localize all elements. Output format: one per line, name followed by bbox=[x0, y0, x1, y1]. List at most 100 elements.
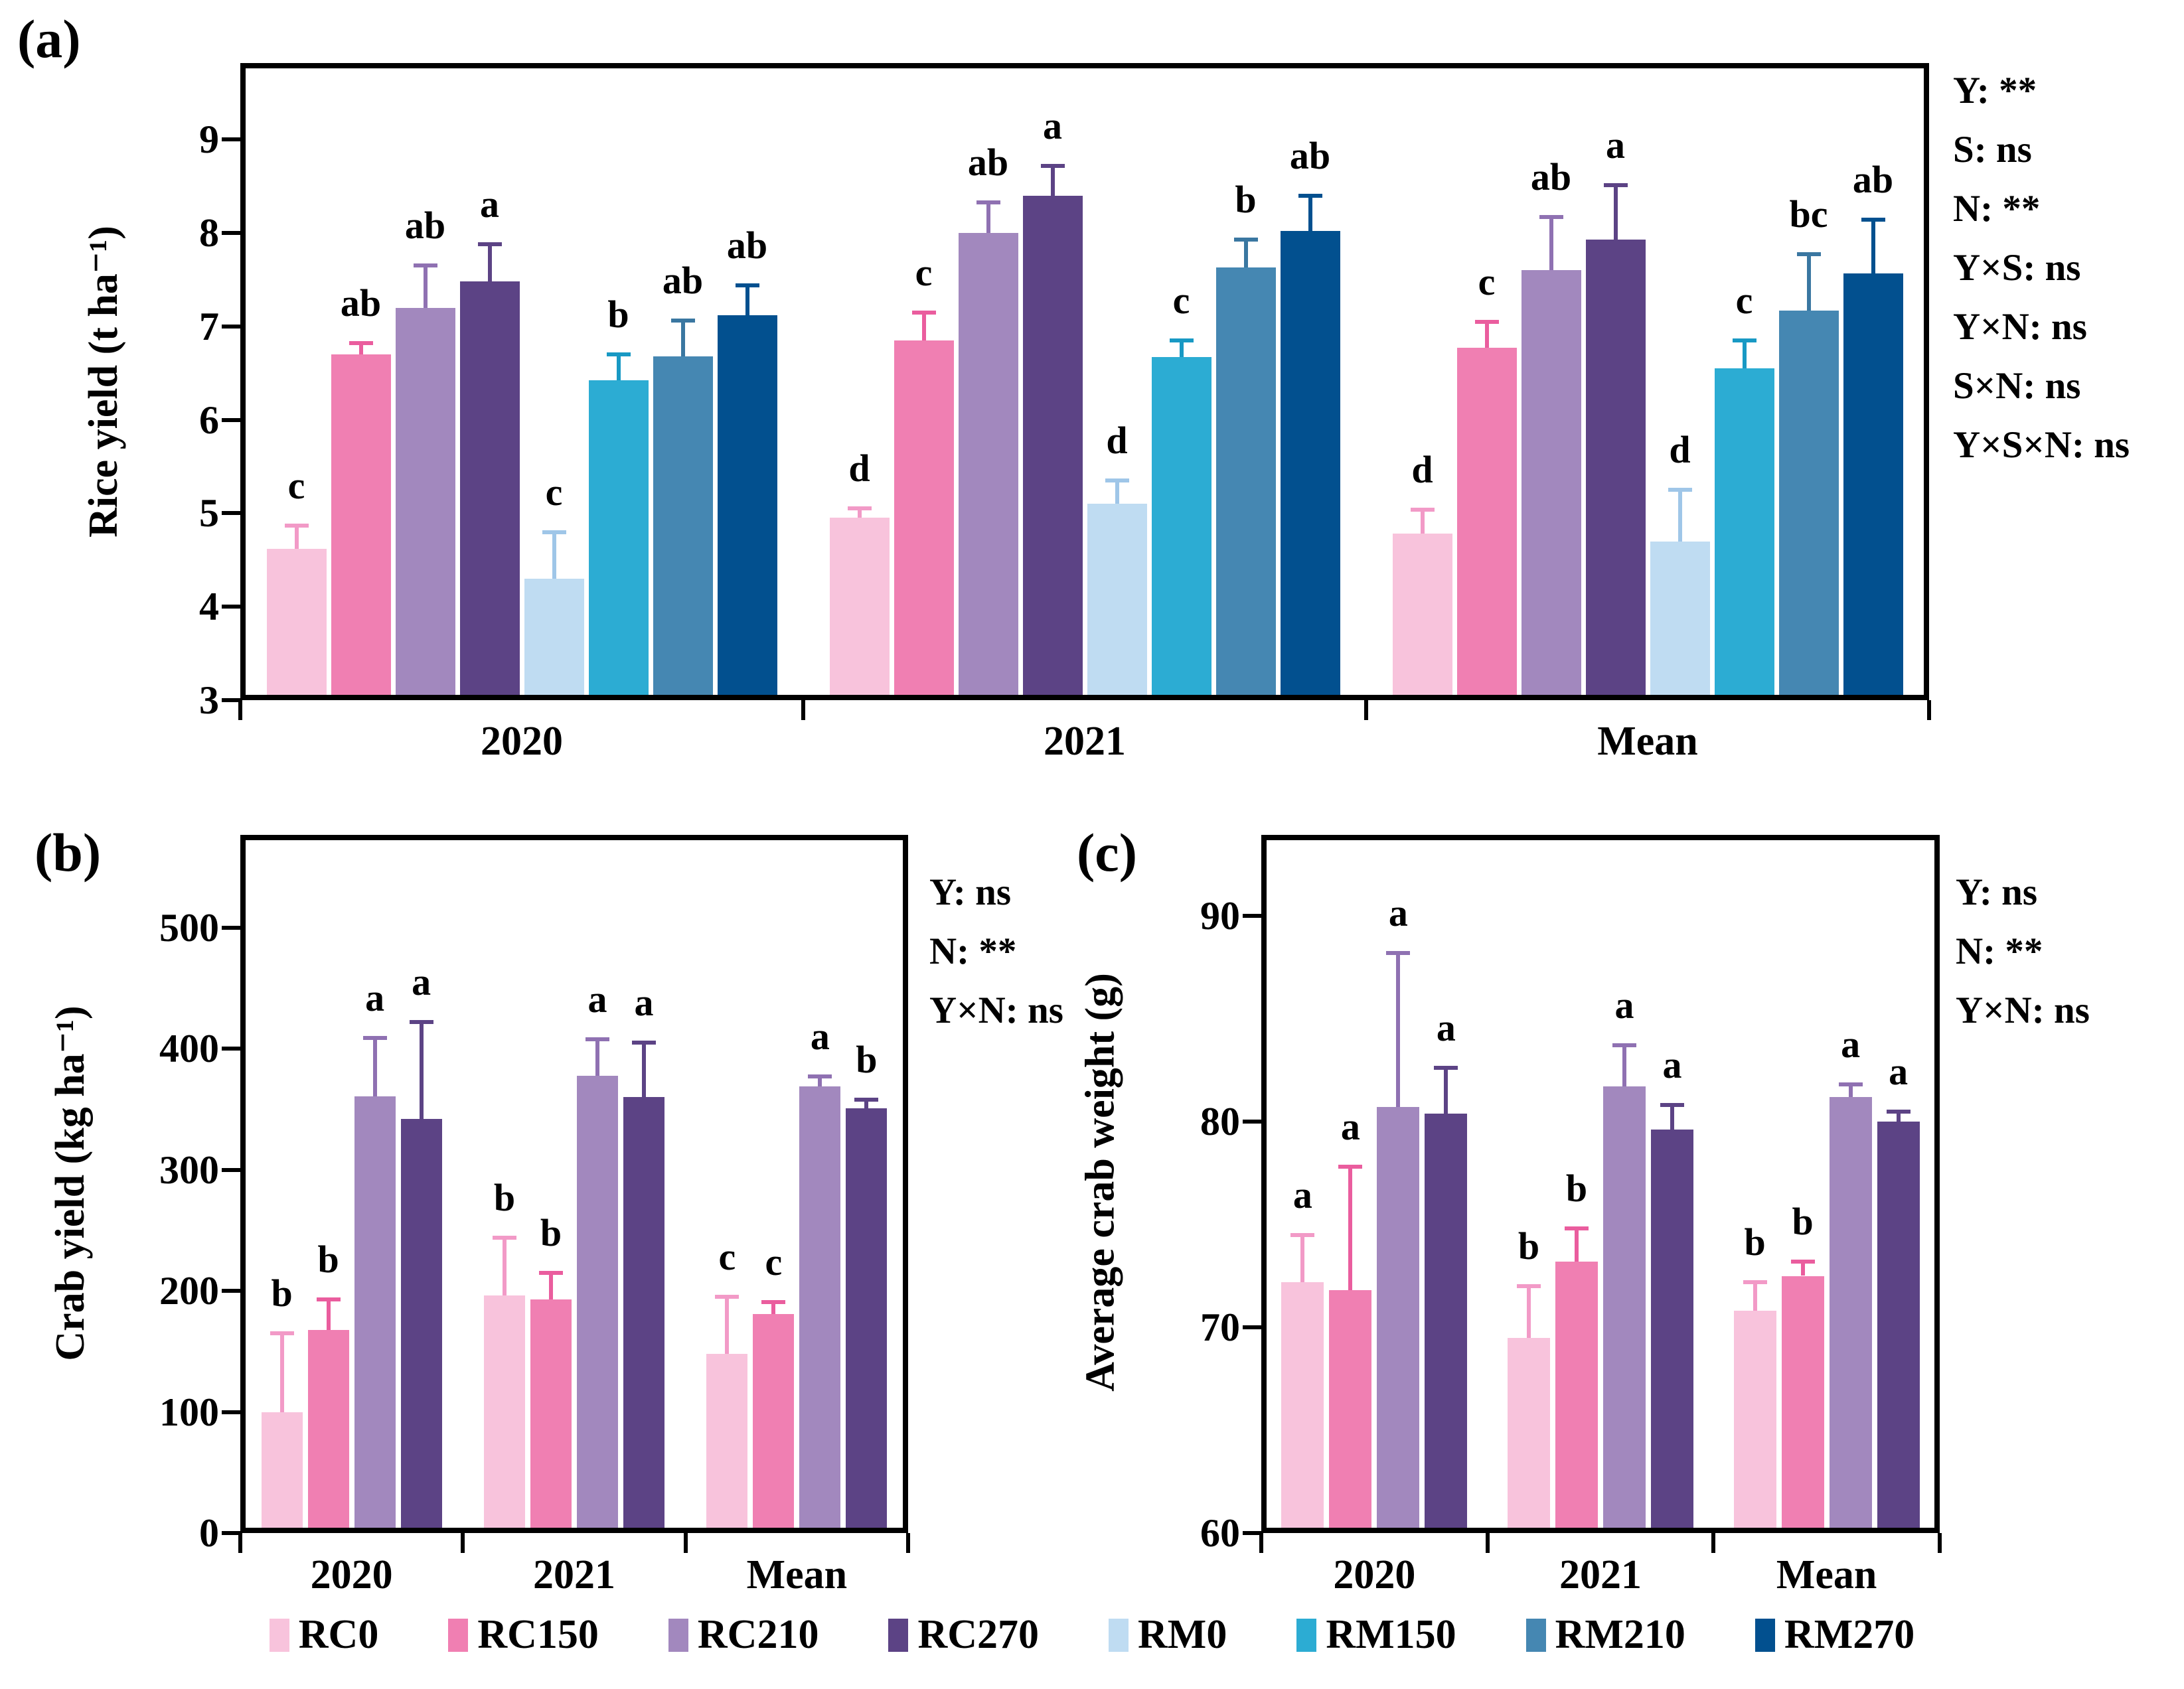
error-bar-RC210-Mean bbox=[818, 1076, 822, 1086]
error-bar-RM210-2021 bbox=[1243, 239, 1248, 268]
error-bar-RC0-Mean bbox=[1753, 1282, 1757, 1311]
error-cap-RM0-Mean bbox=[1668, 488, 1692, 492]
error-cap-RM210-2020 bbox=[670, 319, 695, 323]
x-category-label: 2020 bbox=[310, 1552, 393, 1597]
bar-RC0-2020 bbox=[266, 548, 327, 700]
stats-line: Y: ns bbox=[929, 871, 1012, 913]
y-axis-tick bbox=[222, 231, 240, 235]
stats-line: Y×S×N: ns bbox=[1953, 424, 2130, 466]
stats-line: N: ** bbox=[929, 930, 1017, 972]
x-axis-tick bbox=[1259, 1533, 1263, 1553]
error-bar-RC270-Mean bbox=[1613, 185, 1618, 240]
x-axis-tick bbox=[1938, 1533, 1942, 1553]
significance-letter: a bbox=[1436, 1006, 1456, 1050]
error-bar-RC150-2021 bbox=[549, 1272, 553, 1299]
error-bar-RC0-Mean bbox=[1420, 509, 1425, 534]
y-axis-tick-label: 100 bbox=[159, 1390, 219, 1434]
x-category-label: Mean bbox=[746, 1552, 848, 1597]
error-bar-RC0-Mean bbox=[725, 1297, 730, 1355]
error-bar-RM270-Mean bbox=[1871, 220, 1875, 273]
error-bar-RC0-2020 bbox=[1300, 1234, 1305, 1282]
significance-letter: a bbox=[1889, 1049, 1909, 1093]
bar-RC270-Mean bbox=[1585, 239, 1646, 700]
y-axis-tick bbox=[222, 1167, 240, 1172]
y-axis-tick-label: 80 bbox=[1200, 1100, 1240, 1143]
error-cap-RC150-Mean bbox=[1474, 319, 1499, 324]
x-axis-tick bbox=[461, 1533, 465, 1553]
error-bar-RC270-Mean bbox=[1896, 1111, 1901, 1122]
legend-swatch-RM150 bbox=[1296, 1618, 1317, 1652]
stats-line: S×N: ns bbox=[1953, 365, 2081, 407]
panel-b-plot-frame bbox=[240, 835, 908, 1533]
stats-line: Y×N: ns bbox=[1956, 990, 2090, 1031]
stats-line: Y×N: ns bbox=[929, 990, 1063, 1031]
x-axis-tick bbox=[238, 1533, 242, 1553]
y-axis-tick-label: 0 bbox=[199, 1511, 219, 1555]
error-bar-RC270-2021 bbox=[642, 1043, 646, 1098]
bar-RC270-Mean bbox=[846, 1108, 888, 1533]
legend-item-RM150: RM150 bbox=[1296, 1611, 1456, 1658]
significance-letter: b bbox=[856, 1038, 878, 1081]
significance-letter: b bbox=[1744, 1220, 1766, 1264]
y-axis-tick bbox=[222, 511, 240, 516]
legend-label: RC270 bbox=[917, 1612, 1040, 1657]
error-cap-RC150-2020 bbox=[349, 341, 373, 346]
bar-RM270-2020 bbox=[717, 315, 777, 700]
bar-RC210-2021 bbox=[1603, 1086, 1646, 1533]
x-category-label: 2020 bbox=[1333, 1552, 1416, 1597]
error-bar-RM210-2020 bbox=[680, 321, 685, 356]
significance-letter: ab bbox=[967, 140, 1009, 184]
error-cap-RC270-2020 bbox=[409, 1020, 433, 1025]
x-category-label: 2021 bbox=[1044, 719, 1126, 764]
error-cap-RC270-2021 bbox=[632, 1041, 656, 1045]
y-axis-tick-label: 7 bbox=[199, 304, 219, 348]
error-bar-RC150-Mean bbox=[1484, 321, 1489, 348]
error-bar-RC210-2021 bbox=[986, 202, 990, 233]
error-cap-RM150-2021 bbox=[1169, 338, 1194, 342]
y-axis-tick bbox=[222, 1289, 240, 1293]
error-cap-RM0-2021 bbox=[1105, 478, 1129, 483]
error-cap-RM0-2020 bbox=[542, 530, 566, 534]
y-axis-tick-label: 4 bbox=[199, 585, 219, 629]
bar-RC210-2020 bbox=[1377, 1107, 1420, 1533]
significance-letter: a bbox=[1841, 1023, 1861, 1066]
error-cap-RM270-2020 bbox=[735, 283, 759, 287]
error-bar-RC150-2020 bbox=[358, 343, 363, 355]
error-cap-RC0-2021 bbox=[847, 506, 872, 511]
x-axis-tick bbox=[238, 700, 242, 720]
significance-letter: a bbox=[1292, 1173, 1312, 1216]
bar-RC270-2020 bbox=[400, 1119, 442, 1533]
error-cap-RC210-2021 bbox=[1612, 1043, 1636, 1048]
significance-letter: b bbox=[1792, 1199, 1814, 1243]
significance-letter: ab bbox=[1289, 133, 1331, 177]
legend-swatch-RC0 bbox=[269, 1618, 289, 1652]
error-cap-RM210-2021 bbox=[1233, 237, 1258, 242]
legend-label: RM210 bbox=[1555, 1612, 1685, 1657]
significance-letter: ab bbox=[726, 223, 768, 267]
legend-swatch-RM270 bbox=[1755, 1618, 1775, 1652]
y-axis-tick-label: 300 bbox=[159, 1147, 219, 1192]
bar-RC150-Mean bbox=[1456, 348, 1517, 700]
error-bar-RC210-2021 bbox=[1622, 1045, 1626, 1087]
significance-letter: a bbox=[1662, 1043, 1682, 1087]
significance-letter: b bbox=[271, 1272, 293, 1315]
bar-RC150-2021 bbox=[894, 340, 954, 700]
panel-c-y-axis-title: Average crab weight (g) bbox=[1077, 973, 1123, 1392]
bar-RM210-2021 bbox=[1215, 267, 1276, 700]
error-cap-RC150-2021 bbox=[1565, 1226, 1589, 1231]
legend-item-RM210: RM210 bbox=[1525, 1611, 1685, 1658]
error-cap-RC0-Mean bbox=[1743, 1280, 1767, 1284]
error-cap-RC150-Mean bbox=[1790, 1259, 1815, 1264]
stats-line: Y×S: ns bbox=[1953, 247, 2081, 289]
y-axis-tick-label: 90 bbox=[1200, 894, 1240, 938]
error-cap-RC150-Mean bbox=[761, 1299, 786, 1304]
error-bar-RM270-2021 bbox=[1308, 195, 1312, 232]
stats-line: Y×N: ns bbox=[1953, 306, 2087, 348]
error-cap-RC150-2021 bbox=[539, 1270, 563, 1275]
bar-RM270-2021 bbox=[1280, 231, 1340, 700]
significance-letter: ab bbox=[1852, 158, 1894, 202]
significance-letter: b bbox=[1518, 1224, 1540, 1268]
bar-RC0-2021 bbox=[1508, 1337, 1550, 1533]
significance-letter: a bbox=[1606, 123, 1625, 167]
error-cap-RC210-2020 bbox=[362, 1035, 387, 1040]
